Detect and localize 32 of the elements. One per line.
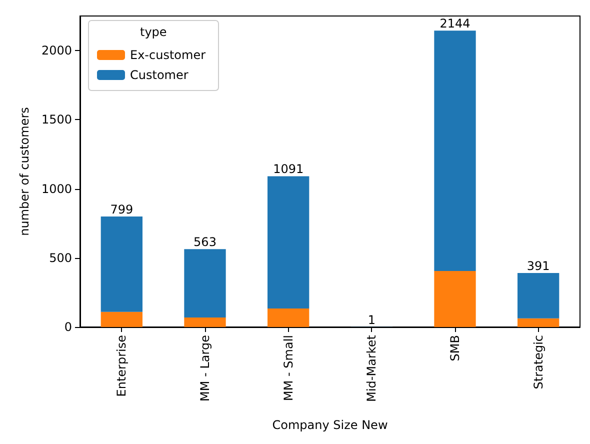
x-tick-label: MM - Large — [198, 335, 212, 402]
y-tick-label: 2000 — [41, 44, 72, 58]
y-tick-label: 0 — [64, 320, 72, 334]
total-label: 799 — [110, 202, 134, 217]
bar — [100, 216, 142, 312]
bar — [100, 312, 142, 327]
x-axis-title: Company Size New — [272, 418, 388, 432]
bar — [434, 30, 476, 272]
x-tick-label: Mid-Market — [364, 334, 379, 402]
total-label: 1091 — [273, 162, 304, 176]
total-label: 2144 — [440, 16, 470, 31]
legend-title: type — [140, 25, 167, 39]
x-tick-label: SMB — [448, 335, 462, 362]
legend-label: Customer — [130, 68, 188, 82]
bar — [268, 176, 310, 308]
bar — [184, 249, 226, 318]
total-label: 563 — [194, 235, 216, 250]
y-axis-title: number of customers — [18, 107, 32, 236]
total-label: 391 — [526, 258, 550, 273]
bar — [434, 271, 476, 327]
bar — [268, 308, 310, 327]
x-tick-label: MM - Small — [281, 335, 296, 401]
y-tick-label: 500 — [49, 250, 72, 265]
legend-label: Ex-customer — [130, 48, 206, 62]
x-tick-label: Strategic — [531, 335, 546, 390]
total-label: 1 — [368, 312, 376, 327]
y-tick-label: 1000 — [41, 182, 72, 196]
y-tick-label: 1500 — [41, 112, 72, 127]
bar — [184, 317, 226, 327]
bar — [518, 272, 560, 318]
x-tick-label: Enterprise — [114, 335, 129, 397]
bar — [518, 318, 560, 327]
